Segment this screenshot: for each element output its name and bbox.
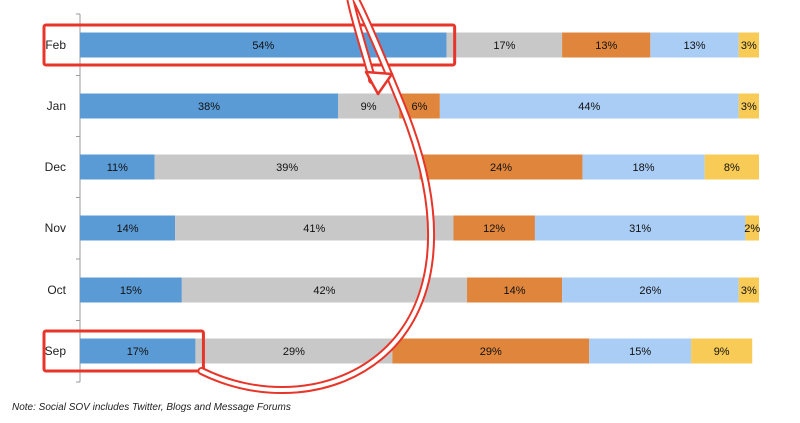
bars — [80, 32, 759, 364]
category-label: Dec — [45, 160, 66, 174]
data-label: 13% — [683, 40, 705, 52]
highlight-annotations — [42, 0, 457, 394]
data-label: 42% — [313, 285, 335, 297]
data-label: 31% — [629, 223, 651, 235]
bar-segment — [80, 154, 155, 180]
data-labels: 54% 17% 13% 13% 3% 38% 9% 6% 44% 3% 11% 39% 24% 18% 8%… — [107, 40, 761, 358]
category-label: Oct — [47, 283, 66, 297]
bar-segment — [582, 154, 705, 180]
category-label: Jan — [47, 99, 66, 113]
bar-segment — [738, 93, 759, 119]
bar-segment — [439, 93, 739, 119]
data-label: 41% — [303, 223, 325, 235]
bar-segment — [467, 277, 563, 303]
y-axis-ticks — [76, 13, 80, 383]
bar-segment — [562, 32, 651, 58]
data-label: 24% — [490, 162, 512, 174]
bar-segment — [691, 338, 753, 364]
data-label: 3% — [741, 101, 757, 113]
data-label: 14% — [117, 223, 139, 235]
data-label: 13% — [595, 40, 617, 52]
data-label: 6% — [412, 101, 428, 113]
bar-segment — [195, 338, 393, 364]
bar-segment — [534, 215, 746, 241]
bar-segment — [80, 93, 339, 119]
data-label: 3% — [741, 40, 757, 52]
bar-segment — [80, 215, 176, 241]
data-label: 44% — [578, 101, 600, 113]
bar-segment — [738, 277, 759, 303]
data-label: 26% — [639, 285, 661, 297]
data-label: 9% — [714, 346, 730, 358]
highlight-box-feb — [42, 23, 457, 67]
bar-segment — [154, 154, 420, 180]
arrow-head — [364, 70, 394, 96]
data-label: 29% — [480, 346, 502, 358]
footnote: Note: Social SOV includes Twitter, Blogs… — [12, 402, 291, 413]
arrow-shaft-outline — [197, 0, 436, 394]
data-label: 18% — [633, 162, 655, 174]
bar-segment — [650, 32, 739, 58]
bar-segment — [446, 32, 563, 58]
arrow-shaft-inner — [199, 0, 434, 392]
data-label: 11% — [107, 162, 128, 174]
bar-segment — [80, 277, 182, 303]
data-label: 15% — [629, 346, 651, 358]
data-label: 29% — [283, 346, 305, 358]
data-label: 17% — [127, 346, 149, 358]
data-label: 38% — [198, 101, 220, 113]
data-label: 2% — [744, 223, 760, 235]
bar-segment — [738, 32, 759, 58]
bar-segment — [80, 338, 196, 364]
bar-segment — [562, 277, 739, 303]
stacked-bar-chart: 54% 17% 13% 13% 3% 38% 9% 6% 44% 3% 11% 39% 24% 18% 8%… — [42, 0, 761, 394]
category-label: Sep — [45, 344, 67, 358]
highlight-box-sep — [42, 329, 205, 373]
category-labels: Feb Jan Dec Nov Oct Sep — [45, 38, 67, 358]
data-label: 39% — [276, 162, 298, 174]
bar-segment — [392, 338, 590, 364]
data-label: 9% — [361, 101, 377, 113]
data-label: 3% — [741, 285, 757, 297]
bar-segment — [175, 215, 454, 241]
data-label: 54% — [252, 40, 274, 52]
bar-segment — [338, 93, 400, 119]
data-label: 8% — [724, 162, 740, 174]
category-label: Nov — [45, 221, 66, 235]
bar-segment — [704, 154, 759, 180]
data-label: 14% — [504, 285, 526, 297]
data-label: 17% — [493, 40, 515, 52]
data-label: 12% — [483, 223, 505, 235]
bar-segment — [419, 154, 583, 180]
bar-segment — [80, 32, 447, 58]
data-label: 15% — [120, 285, 142, 297]
bar-segment — [745, 215, 759, 241]
category-label: Feb — [45, 38, 66, 52]
bar-segment — [589, 338, 692, 364]
bar-segment — [453, 215, 535, 241]
